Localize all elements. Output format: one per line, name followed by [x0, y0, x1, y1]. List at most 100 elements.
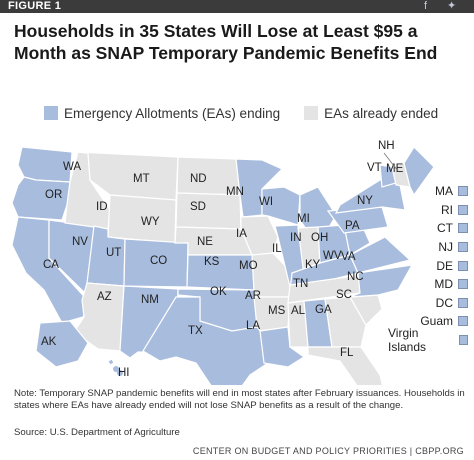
- state-label-wv: WV: [323, 250, 342, 262]
- state-label-al: AL: [291, 305, 306, 317]
- state-label-me: ME: [386, 163, 404, 175]
- state-label-nv: NV: [72, 236, 88, 248]
- state-label-sc: SC: [336, 289, 352, 301]
- us-map: WA OR CA NV ID MT WY UT AZ CO NM ND SD NE KS OK TX MN IA MO…: [0, 125, 474, 385]
- small-state-label: DE: [436, 258, 453, 273]
- state-hi-island: [117, 370, 123, 376]
- state-label-ks: KS: [204, 256, 220, 268]
- small-state-swatch: [458, 186, 468, 197]
- state-fl: [307, 346, 383, 385]
- note-text: Note: Temporary SNAP pandemic benefits w…: [14, 388, 465, 411]
- small-state-label: CT: [437, 221, 453, 236]
- state-la: [259, 326, 306, 368]
- state-or: [11, 176, 71, 221]
- small-state-swatch: [458, 242, 468, 253]
- state-label-vt: VT: [367, 162, 382, 174]
- state-label-pa: PA: [345, 220, 360, 232]
- small-state-row: Virgin Islands: [388, 326, 468, 354]
- small-state-label: Guam: [420, 314, 453, 329]
- us-map-svg: WA OR CA NV ID MT WY UT AZ CO NM ND SD NE KS OK TX MN IA MO…: [11, 140, 435, 385]
- state-label-az: AZ: [97, 291, 112, 303]
- state-label-ut: UT: [106, 247, 121, 259]
- small-state-label: MA: [435, 184, 453, 199]
- small-state-swatch: [458, 279, 468, 290]
- state-label-mt: MT: [133, 173, 150, 185]
- state-me: [403, 146, 435, 197]
- state-label-nd: ND: [190, 173, 207, 185]
- state-label-nh: NH: [378, 140, 395, 152]
- state-label-fl: FL: [340, 347, 354, 359]
- legend-label-ended: EAs already ended: [324, 105, 439, 121]
- state-label-wy: WY: [141, 216, 160, 228]
- state-label-ne: NE: [197, 236, 213, 248]
- small-state-label: MD: [434, 277, 453, 292]
- state-label-hi: HI: [118, 367, 130, 379]
- small-state-swatch: [458, 260, 468, 271]
- figure-label: FIGURE 1: [8, 0, 62, 12]
- small-state-row: DC: [388, 294, 468, 313]
- state-label-mn: MN: [226, 186, 244, 198]
- state-va: [349, 236, 412, 274]
- state-label-la: LA: [246, 320, 260, 332]
- state-label-va: VA: [341, 251, 356, 263]
- state-label-wa: WA: [63, 161, 81, 173]
- state-label-nc: NC: [347, 271, 364, 283]
- state-label-tn: TN: [293, 278, 308, 290]
- small-state-swatch: [458, 297, 468, 308]
- state-label-in: IN: [290, 232, 302, 244]
- state-label-co: CO: [150, 255, 167, 267]
- small-state-swatch: [458, 204, 468, 215]
- small-state-row: RI: [388, 201, 468, 220]
- state-label-wi: WI: [259, 196, 273, 208]
- state-label-ia: IA: [236, 228, 247, 240]
- small-state-row: MA: [388, 182, 468, 201]
- legend-swatch-ending: [44, 106, 58, 120]
- legend: Emergency Allotments (EAs) ending EAs al…: [44, 103, 462, 123]
- state-label-ca: CA: [43, 259, 59, 271]
- small-state-row: NJ: [388, 238, 468, 257]
- small-state-row: MD: [388, 275, 468, 294]
- state-label-ms: MS: [268, 305, 286, 317]
- state-label-mo: MO: [239, 260, 258, 272]
- small-state-label: Virgin Islands: [388, 326, 427, 355]
- state-ak: [35, 320, 89, 368]
- state-label-ak: AK: [41, 336, 57, 348]
- legend-label-ending: Emergency Allotments (EAs) ending: [64, 105, 281, 121]
- state-label-nm: NM: [141, 294, 159, 306]
- small-state-row: Guam: [388, 312, 468, 331]
- state-label-ny: NY: [357, 195, 373, 207]
- state-sd: [175, 192, 242, 230]
- small-state-label: RI: [441, 202, 453, 217]
- legend-item-ended: EAs already ended: [304, 106, 438, 121]
- small-state-swatch: [458, 223, 468, 234]
- state-label-ar: AR: [245, 290, 261, 302]
- state-hi: [107, 358, 115, 366]
- state-label-oh: OH: [311, 232, 328, 244]
- state-label-or: OR: [45, 189, 62, 201]
- nh-leader-line: [383, 152, 399, 172]
- state-ga: [324, 296, 367, 348]
- small-state-swatch: [458, 335, 468, 346]
- state-label-ok: OK: [210, 286, 227, 298]
- chart-title: Households in 35 States Will Lose at Lea…: [14, 21, 438, 63]
- state-label-ga: GA: [315, 304, 332, 316]
- state-label-tx: TX: [188, 325, 203, 337]
- legend-swatch-ended: [304, 106, 319, 120]
- small-state-swatch: [458, 316, 468, 327]
- footer-credit: CENTER ON BUDGET AND POLICY PRIORITIES |…: [192, 446, 464, 456]
- state-nc: [349, 264, 414, 298]
- state-label-ky: KY: [305, 259, 321, 271]
- twitter-icon[interactable]: ✦: [447, 0, 457, 12]
- state-label-mi: MI: [297, 213, 310, 225]
- state-hi-island: [113, 366, 119, 372]
- state-label-il: IL: [272, 243, 282, 255]
- facebook-icon[interactable]: f: [424, 0, 428, 12]
- small-states-list: MA RI CT NJ DE MD DC Guam Virgin Islands: [388, 182, 468, 354]
- legend-item-ending: Emergency Allotments (EAs) ending: [44, 106, 280, 121]
- header-bar: [0, 0, 474, 13]
- small-state-label: NJ: [438, 240, 453, 255]
- source-text: Source: U.S. Department of Agriculture: [14, 427, 180, 438]
- state-label-sd: SD: [190, 201, 206, 213]
- state-label-id: ID: [96, 201, 108, 213]
- small-state-label: DC: [435, 295, 453, 310]
